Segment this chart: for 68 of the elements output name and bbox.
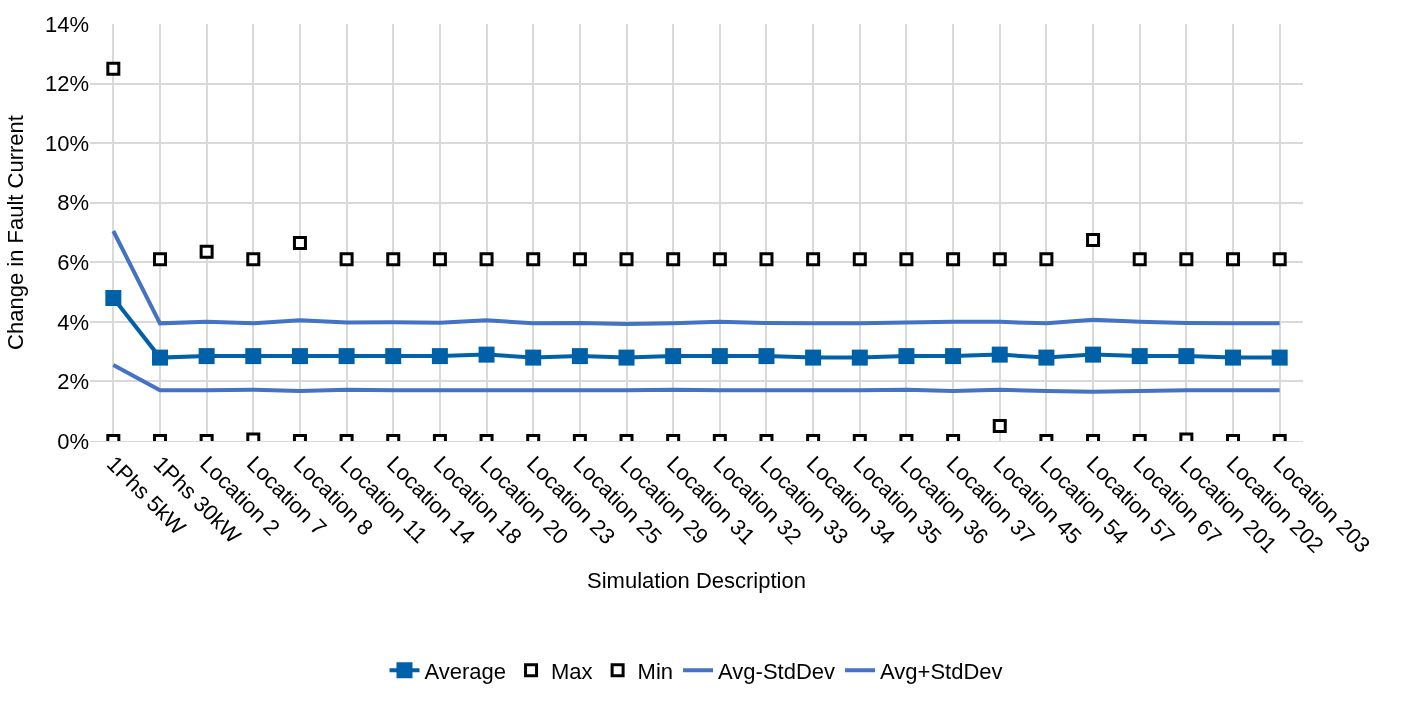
legend-label: Avg+StdDev [880, 658, 1003, 684]
point [572, 252, 587, 267]
point [759, 252, 774, 267]
point [1132, 252, 1147, 267]
legend-label: Min [637, 658, 674, 684]
point [1179, 252, 1194, 267]
point [525, 349, 542, 366]
point [1226, 252, 1241, 267]
point [246, 252, 261, 267]
point [291, 348, 308, 365]
point [712, 252, 727, 267]
point [851, 349, 868, 366]
point [526, 252, 541, 267]
point [1085, 346, 1102, 363]
y-tick-label: 8% [57, 190, 89, 216]
point [431, 348, 448, 365]
y-tick-label: 14% [44, 11, 89, 37]
y-tick-label: 4% [57, 309, 89, 335]
y-tick-label: 6% [57, 249, 89, 275]
y-axis-title: Change in Fault Current [2, 115, 28, 350]
point [1178, 348, 1195, 365]
point [385, 348, 402, 365]
point [852, 252, 867, 267]
line-series [111, 229, 1282, 326]
point [152, 252, 167, 267]
point [479, 252, 494, 267]
point [665, 348, 682, 365]
point [992, 252, 1007, 267]
line-series [111, 363, 1282, 394]
point [151, 349, 168, 366]
point [618, 349, 635, 366]
point [945, 348, 962, 365]
point [198, 348, 215, 365]
point [478, 346, 495, 363]
legend-label: Avg-StdDev [718, 658, 836, 684]
point [199, 244, 214, 259]
point [1086, 232, 1101, 247]
point [432, 252, 447, 267]
point [339, 252, 354, 267]
point [1225, 349, 1242, 366]
point [805, 349, 822, 366]
point [571, 348, 588, 365]
point [991, 346, 1008, 363]
point [619, 252, 634, 267]
point [946, 252, 961, 267]
point [1271, 349, 1288, 366]
point [386, 252, 401, 267]
point [666, 252, 681, 267]
point [806, 252, 821, 267]
y-tick-label: 2% [57, 369, 89, 395]
point [338, 348, 355, 365]
point [711, 348, 728, 365]
point [105, 290, 122, 307]
point [1039, 252, 1054, 267]
x-axis-title: Simulation Description [587, 567, 806, 593]
point [1131, 348, 1148, 365]
point [899, 252, 914, 267]
y-tick-label: 0% [57, 428, 89, 454]
legend-label: Max [551, 658, 593, 684]
point [758, 348, 775, 365]
point [245, 348, 262, 365]
point [292, 235, 307, 250]
point [1272, 252, 1287, 267]
y-tick-label: 10% [44, 130, 89, 156]
point [898, 348, 915, 365]
y-tick-label: 12% [44, 71, 89, 97]
legend-label: Average [424, 658, 507, 684]
point [1038, 349, 1055, 366]
